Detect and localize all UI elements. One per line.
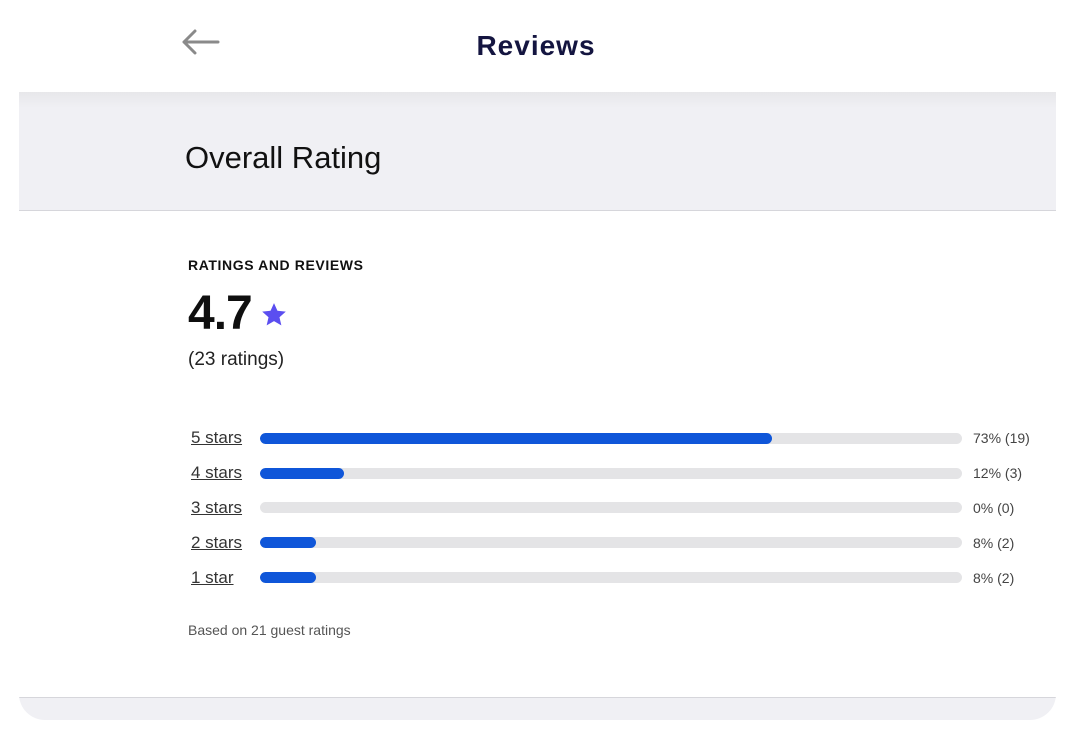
page-title: Reviews: [476, 30, 596, 61]
progress-track: [260, 467, 962, 479]
breakdown-percent: 0% (0): [973, 499, 1015, 516]
breakdown-row-4: 4 stars 12% (3): [188, 456, 1048, 491]
breakdown-row-2: 2 stars 8% (2): [188, 525, 1048, 560]
ratings-section-label: RATINGS AND REVIEWS: [188, 257, 364, 273]
back-button[interactable]: [176, 24, 224, 64]
card-footer-band: [19, 697, 1056, 720]
breakdown-link-2-stars[interactable]: 2 stars: [191, 532, 243, 552]
arrow-left-icon: [180, 29, 220, 60]
score-value: 4.7: [188, 286, 253, 340]
overall-rating-title: Overall Rating: [185, 140, 382, 175]
star-icon: [260, 301, 288, 329]
based-on-note: Based on 21 guest ratings: [188, 622, 351, 638]
breakdown-link-5-stars[interactable]: 5 stars: [191, 428, 243, 448]
progress-fill: [260, 537, 317, 549]
progress-track: [260, 537, 962, 549]
ratings-card: Overall Rating RATINGS AND REVIEWS 4.7 (…: [19, 92, 1056, 720]
app-header: Reviews: [0, 0, 1072, 92]
breakdown-percent: 8% (2): [973, 534, 1015, 551]
breakdown-row-5: 5 stars 73% (19): [188, 421, 1048, 456]
breakdown-percent: 73% (19): [973, 430, 1030, 447]
progress-fill: [260, 467, 345, 479]
breakdown-row-3: 3 stars 0% (0): [188, 491, 1048, 526]
ratings-count: (23 ratings): [188, 349, 285, 370]
progress-fill: [260, 432, 773, 444]
breakdown-link-1-star[interactable]: 1 star: [191, 567, 234, 587]
progress-track: [260, 502, 962, 514]
rating-breakdown: 5 stars 73% (19) 4 stars 12% (3) 3 stars…: [188, 421, 1048, 595]
breakdown-link-3-stars[interactable]: 3 stars: [191, 497, 243, 517]
average-score: 4.7: [188, 286, 288, 340]
breakdown-link-4-stars[interactable]: 4 stars: [191, 463, 243, 483]
progress-track: [260, 572, 962, 584]
progress-track: [260, 432, 962, 444]
overall-rating-header: Overall Rating: [19, 92, 1056, 211]
breakdown-row-1: 1 star 8% (2): [188, 560, 1048, 595]
progress-fill: [260, 572, 317, 584]
breakdown-percent: 8% (2): [973, 569, 1015, 586]
breakdown-percent: 12% (3): [973, 465, 1023, 482]
